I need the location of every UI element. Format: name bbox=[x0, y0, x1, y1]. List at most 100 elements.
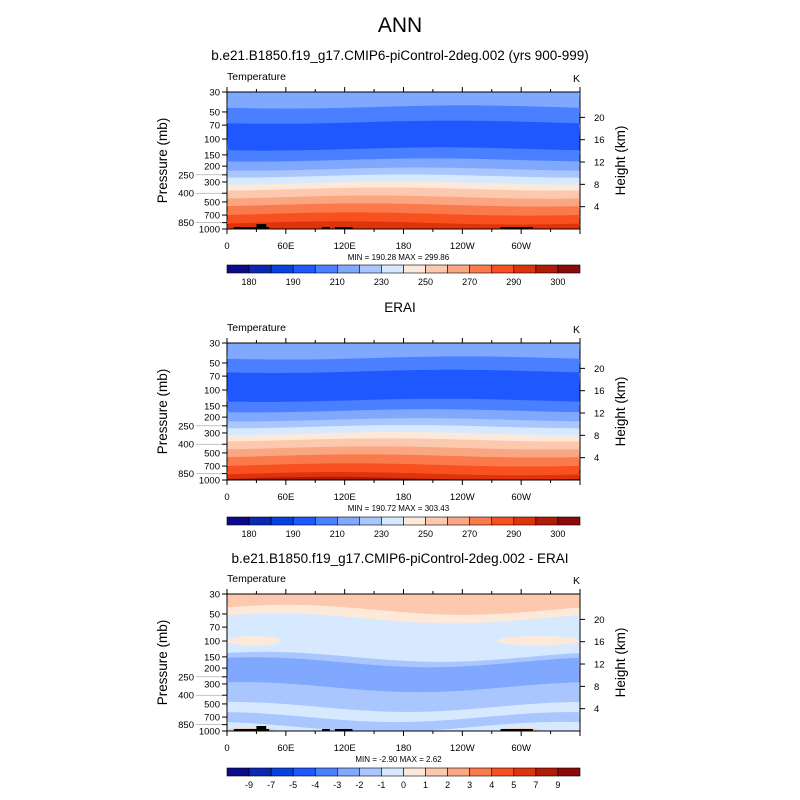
x-tick-label: 180 bbox=[396, 743, 412, 754]
x-tick-label: 60E bbox=[277, 492, 294, 503]
colorbar-box bbox=[337, 767, 360, 777]
colorbar-label: 7 bbox=[533, 780, 538, 790]
topography-mask bbox=[334, 226, 353, 229]
colorbar-box bbox=[381, 264, 404, 274]
y2-tick-label: 16 bbox=[594, 637, 605, 648]
colorbar-label: 270 bbox=[462, 277, 477, 287]
y-tick-label: 50 bbox=[209, 107, 220, 118]
contour-band bbox=[227, 120, 580, 152]
colorbar-label: -2 bbox=[355, 780, 363, 790]
y-tick-label: 1000 bbox=[199, 225, 220, 236]
y-tick-label: 250 bbox=[178, 421, 194, 432]
y-tick-label: 50 bbox=[209, 358, 220, 369]
contour-band bbox=[227, 418, 580, 429]
topography-mask bbox=[256, 726, 267, 731]
y2-axis-label: Height (km) bbox=[613, 126, 628, 196]
contour-fill bbox=[227, 343, 580, 480]
contour-band bbox=[227, 425, 580, 436]
colorbar-box bbox=[292, 264, 316, 274]
y-tick-label: 30 bbox=[209, 88, 220, 99]
left-label: Temperature bbox=[227, 71, 286, 83]
y-tick-label: 500 bbox=[204, 197, 220, 208]
colorbar-box bbox=[513, 767, 537, 777]
colorbar-box bbox=[359, 264, 382, 274]
contour-band bbox=[227, 712, 580, 731]
contour-band bbox=[227, 651, 580, 668]
y-tick-label: 70 bbox=[209, 121, 220, 132]
y-tick-label: 200 bbox=[204, 413, 220, 424]
colorbar: -9 -7 -5 -4 -3 -2 -1 0 1 2 3 4 5 7 9 bbox=[226, 767, 581, 790]
colorbar-box bbox=[491, 264, 515, 274]
colorbar-box bbox=[469, 264, 493, 274]
y-tick-label: 1000 bbox=[199, 476, 220, 487]
contour-band bbox=[227, 409, 580, 422]
x-tick-label: 120W bbox=[450, 743, 475, 754]
y-tick-label: 1000 bbox=[199, 727, 220, 738]
panel-2: 3050701001502002503004005007008501000Pre… bbox=[155, 322, 628, 539]
colorbar-box bbox=[292, 516, 316, 526]
colorbar-label: 300 bbox=[550, 529, 565, 539]
colorbar-box bbox=[535, 516, 559, 526]
contour-band bbox=[227, 147, 580, 163]
y-tick-label: 200 bbox=[204, 664, 220, 675]
topography-mask bbox=[500, 728, 533, 731]
y-tick-label: 400 bbox=[178, 440, 194, 451]
colorbar-label: 290 bbox=[506, 277, 521, 287]
colorbar: 180 190 210 230 250 270 290 300 bbox=[226, 516, 581, 539]
colorbar-box bbox=[337, 264, 360, 274]
panel-3-title: b.e21.B1850.f19_g17.CMIP6-piControl-2deg… bbox=[231, 551, 569, 566]
colorbar-label: 3 bbox=[467, 780, 472, 790]
colorbar-box bbox=[491, 516, 515, 526]
contour-band bbox=[227, 369, 580, 403]
colorbar-box bbox=[359, 767, 382, 777]
y2-tick-label: 20 bbox=[594, 615, 605, 626]
y-tick-label: 150 bbox=[204, 652, 220, 663]
contour-patch bbox=[496, 636, 580, 646]
y-tick-label: 70 bbox=[209, 623, 220, 634]
y-tick-label: 300 bbox=[204, 177, 220, 188]
y-tick-label: 250 bbox=[178, 170, 194, 181]
colorbar-box bbox=[270, 516, 294, 526]
colorbar-box bbox=[469, 767, 493, 777]
colorbar-label: -4 bbox=[311, 780, 319, 790]
colorbar-box bbox=[359, 516, 382, 526]
contour-band bbox=[227, 174, 580, 186]
y-tick-label: 400 bbox=[178, 691, 194, 702]
y-tick-label: 30 bbox=[209, 590, 220, 601]
contour-band bbox=[227, 167, 580, 179]
colorbar-box bbox=[425, 516, 448, 526]
min-max-stats: MIN = 190.72 MAX = 303.43 bbox=[348, 504, 450, 513]
y-tick-label: 300 bbox=[204, 679, 220, 690]
colorbar-box bbox=[557, 767, 581, 777]
contour-band bbox=[227, 701, 580, 723]
colorbar-label: 180 bbox=[242, 529, 257, 539]
y2-axis-label: Height (km) bbox=[613, 628, 628, 698]
x-tick-label: 120E bbox=[334, 743, 356, 754]
colorbar-label: 9 bbox=[555, 780, 560, 790]
y-tick-label: 150 bbox=[204, 401, 220, 412]
y-tick-label: 150 bbox=[204, 150, 220, 161]
x-tick-label: 120E bbox=[334, 241, 356, 252]
colorbar-box bbox=[381, 767, 404, 777]
colorbar-box bbox=[270, 767, 294, 777]
colorbar-box bbox=[248, 516, 272, 526]
colorbar-label: 2 bbox=[445, 780, 450, 790]
colorbar-box bbox=[403, 264, 426, 274]
colorbar-box bbox=[403, 767, 426, 777]
min-max-stats: MIN = 190.28 MAX = 299.86 bbox=[348, 253, 450, 262]
colorbar-box bbox=[425, 767, 448, 777]
colorbar-label: -9 bbox=[245, 780, 253, 790]
colorbar-label: -7 bbox=[267, 780, 275, 790]
colorbar-label: 0 bbox=[401, 780, 406, 790]
left-label: Temperature bbox=[227, 322, 286, 334]
y2-tick-label: 12 bbox=[594, 158, 605, 169]
y-axis-label: Pressure (mb) bbox=[155, 620, 170, 706]
y-axis-label: Pressure (mb) bbox=[155, 369, 170, 455]
colorbar-box bbox=[535, 264, 559, 274]
contour-band bbox=[227, 721, 580, 731]
panel-1: 3050701001502002503004005007008501000Pre… bbox=[155, 71, 628, 287]
colorbar-box bbox=[535, 767, 559, 777]
y-tick-label: 400 bbox=[178, 189, 194, 200]
contour-band bbox=[227, 476, 580, 480]
y-tick-label: 100 bbox=[204, 135, 220, 146]
